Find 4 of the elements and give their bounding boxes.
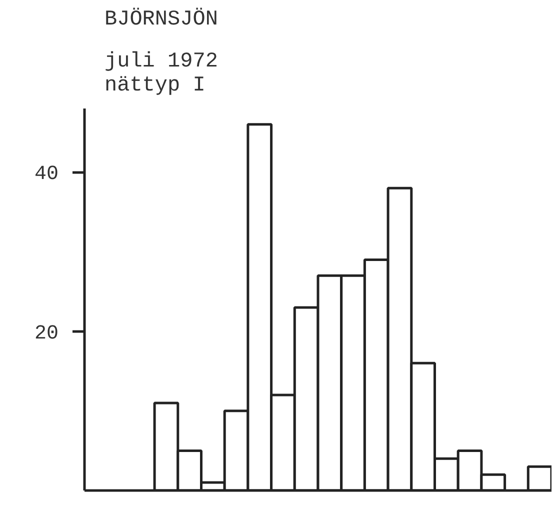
- y-tick-label: 40: [34, 163, 59, 186]
- chart-subtitle: juli 1972 nättyp I: [104, 50, 218, 98]
- y-tick-label: 20: [34, 322, 59, 346]
- chart-title: BJÖRNSJÖN: [104, 8, 218, 32]
